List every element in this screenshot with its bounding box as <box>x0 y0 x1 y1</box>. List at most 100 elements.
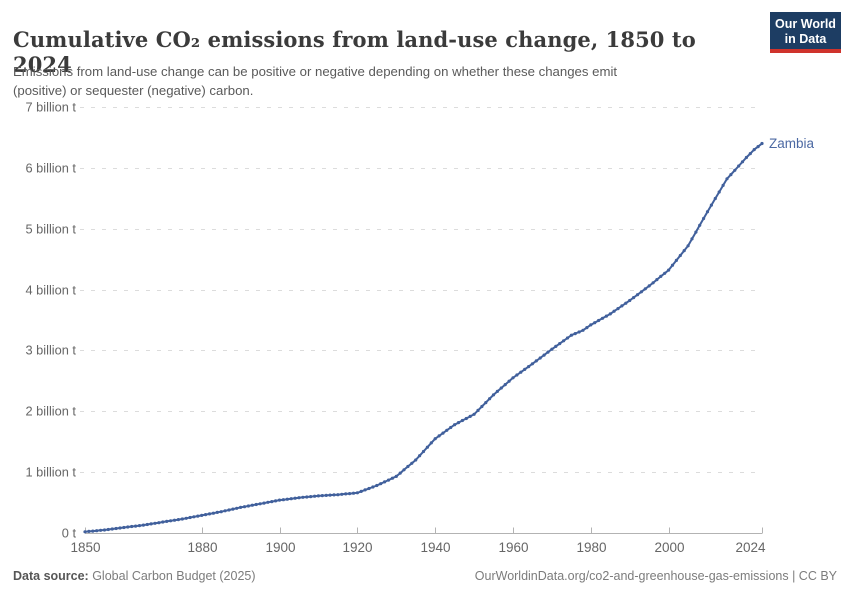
series-point[interactable] <box>752 148 756 152</box>
series-point[interactable] <box>196 514 200 518</box>
series-point[interactable] <box>161 520 165 524</box>
series-point[interactable] <box>336 493 340 497</box>
series-point[interactable] <box>604 314 609 318</box>
series-point[interactable] <box>83 530 87 534</box>
series-point[interactable] <box>211 511 215 515</box>
series-point[interactable] <box>429 441 433 445</box>
series-point[interactable] <box>670 263 675 267</box>
series-point[interactable] <box>678 253 682 258</box>
series-point[interactable] <box>328 493 332 497</box>
series-point[interactable] <box>332 493 336 497</box>
series-point[interactable] <box>713 196 717 201</box>
series-point[interactable] <box>480 404 484 409</box>
series-point[interactable] <box>383 480 387 484</box>
series-point[interactable] <box>250 503 254 507</box>
series-point[interactable] <box>293 496 297 500</box>
series-point[interactable] <box>643 287 647 291</box>
series-point[interactable] <box>313 494 317 498</box>
series-point[interactable] <box>145 522 149 527</box>
series-point[interactable] <box>511 376 515 380</box>
series-point[interactable] <box>414 458 418 462</box>
series-point[interactable] <box>589 323 593 327</box>
series-point[interactable] <box>309 495 313 499</box>
series-point[interactable] <box>449 425 453 430</box>
series-point[interactable] <box>748 152 752 156</box>
series-point[interactable] <box>141 523 145 527</box>
series-point[interactable] <box>262 501 266 505</box>
series-point[interactable] <box>126 525 130 529</box>
series-point[interactable] <box>344 492 348 496</box>
series-point[interactable] <box>647 284 651 288</box>
series-point[interactable] <box>390 476 394 480</box>
series-point[interactable] <box>503 383 507 387</box>
series-point[interactable] <box>106 527 110 532</box>
series-point[interactable] <box>655 278 659 282</box>
series-point[interactable] <box>562 339 566 343</box>
series-point[interactable] <box>219 510 223 514</box>
series-point[interactable] <box>499 386 503 390</box>
series-point[interactable] <box>569 333 574 337</box>
series-point[interactable] <box>550 347 554 351</box>
series-point[interactable] <box>663 271 667 275</box>
series-point[interactable] <box>456 421 461 425</box>
series-point[interactable] <box>188 515 192 520</box>
series-point[interactable] <box>149 522 153 526</box>
series-point[interactable] <box>464 416 468 421</box>
series-point[interactable] <box>659 274 663 278</box>
series-point[interactable] <box>95 529 99 533</box>
series-point[interactable] <box>285 497 289 501</box>
series-point[interactable] <box>491 393 496 397</box>
series-point[interactable] <box>324 493 328 497</box>
series-point[interactable] <box>733 168 737 172</box>
series-point[interactable] <box>242 505 247 509</box>
series-point[interactable] <box>585 326 589 330</box>
series-point[interactable] <box>635 293 640 297</box>
series-point[interactable] <box>157 521 161 525</box>
series-point[interactable] <box>402 468 406 472</box>
series-point[interactable] <box>593 321 597 325</box>
series-point[interactable] <box>441 431 445 435</box>
series-point[interactable] <box>231 507 235 511</box>
series-point[interactable] <box>538 356 542 360</box>
series-point[interactable] <box>281 498 285 502</box>
series-point[interactable] <box>495 389 499 393</box>
series-point[interactable] <box>476 408 480 412</box>
series-point[interactable] <box>394 474 398 478</box>
attribution-link[interactable]: OurWorldinData.org/co2-and-greenhouse-ga… <box>474 569 837 583</box>
series-point[interactable] <box>348 492 352 496</box>
series-point[interactable] <box>612 309 616 313</box>
series-point[interactable] <box>110 527 114 531</box>
series-point[interactable] <box>519 370 523 374</box>
series-point[interactable] <box>215 510 219 514</box>
series-point[interactable] <box>624 301 628 305</box>
series-point[interactable] <box>437 434 441 438</box>
series-point[interactable] <box>184 516 188 520</box>
series-point[interactable] <box>507 379 511 383</box>
series-point[interactable] <box>620 304 624 308</box>
series-point[interactable] <box>379 482 383 486</box>
series-point[interactable] <box>355 491 359 495</box>
series-point[interactable] <box>418 454 422 458</box>
series-point[interactable] <box>371 485 375 489</box>
series-point[interactable] <box>425 445 429 449</box>
series-point[interactable] <box>130 524 134 529</box>
series-point[interactable] <box>709 203 714 207</box>
series-point[interactable] <box>737 164 741 168</box>
series-point[interactable] <box>363 488 367 492</box>
series-point[interactable] <box>527 365 531 369</box>
series-point[interactable] <box>744 155 749 160</box>
series-point[interactable] <box>546 350 550 354</box>
series-point[interactable] <box>717 190 721 194</box>
series-point[interactable] <box>235 506 239 510</box>
series-point[interactable] <box>246 504 250 508</box>
series-point[interactable] <box>320 494 324 498</box>
series-point[interactable] <box>289 497 293 501</box>
series-point[interactable] <box>351 491 356 495</box>
series-point[interactable] <box>180 517 184 521</box>
series-point[interactable] <box>530 362 535 366</box>
series-point[interactable] <box>239 505 243 509</box>
series-point[interactable] <box>740 160 745 164</box>
series-point[interactable] <box>192 515 196 519</box>
series-point[interactable] <box>316 494 320 498</box>
series-point[interactable] <box>468 414 472 418</box>
